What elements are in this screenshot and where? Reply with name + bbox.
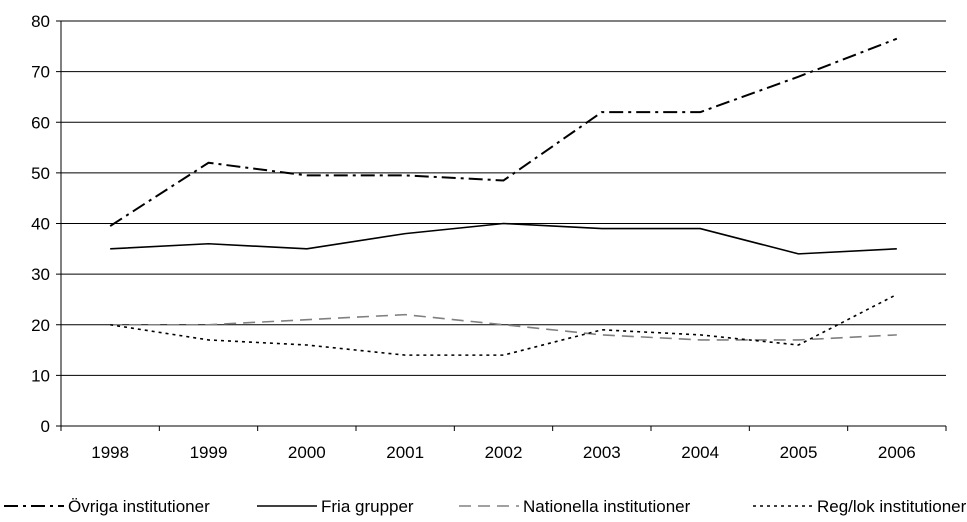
legend-label: Nationella institutioner (523, 497, 691, 516)
axes: 0 10 20 30 40 50 60 70 80 1998 1999 2000 2001 2002 200… (31, 12, 947, 462)
series-line-3 (110, 313, 897, 341)
x-tick-label: 2000 (288, 443, 326, 462)
y-tick-label: 0 (41, 417, 50, 436)
series-line-2 (110, 222, 897, 255)
gridlines (61, 20, 946, 376)
y-tick-label: 60 (31, 113, 50, 132)
legend-label: Reg/lok institutioner (817, 497, 967, 516)
x-tick-label: 2003 (583, 443, 621, 462)
x-tick-label: 2004 (681, 443, 719, 462)
y-tick-label: 30 (31, 265, 50, 284)
x-tick-label: 1999 (190, 443, 228, 462)
y-tick-label: 40 (31, 215, 50, 234)
y-tick-label: 20 (31, 316, 50, 335)
series-lines (109, 37, 898, 356)
x-tick-label: 1998 (91, 443, 129, 462)
y-tick-label: 10 (31, 366, 50, 385)
x-tick-label: 2006 (878, 443, 916, 462)
legend-label: Fria grupper (321, 497, 414, 516)
y-tick-label: 50 (31, 164, 50, 183)
legend: Övriga institutioner Fria grupper Nationel… (4, 497, 967, 516)
x-tick-label: 2001 (386, 443, 424, 462)
series-line-1 (109, 37, 898, 227)
x-tick-label: 2002 (485, 443, 523, 462)
x-tick-label: 2005 (780, 443, 818, 462)
y-tick-label: 80 (31, 12, 50, 31)
y-tick-label: 70 (31, 63, 50, 82)
legend-label: Övriga institutioner (68, 497, 210, 516)
